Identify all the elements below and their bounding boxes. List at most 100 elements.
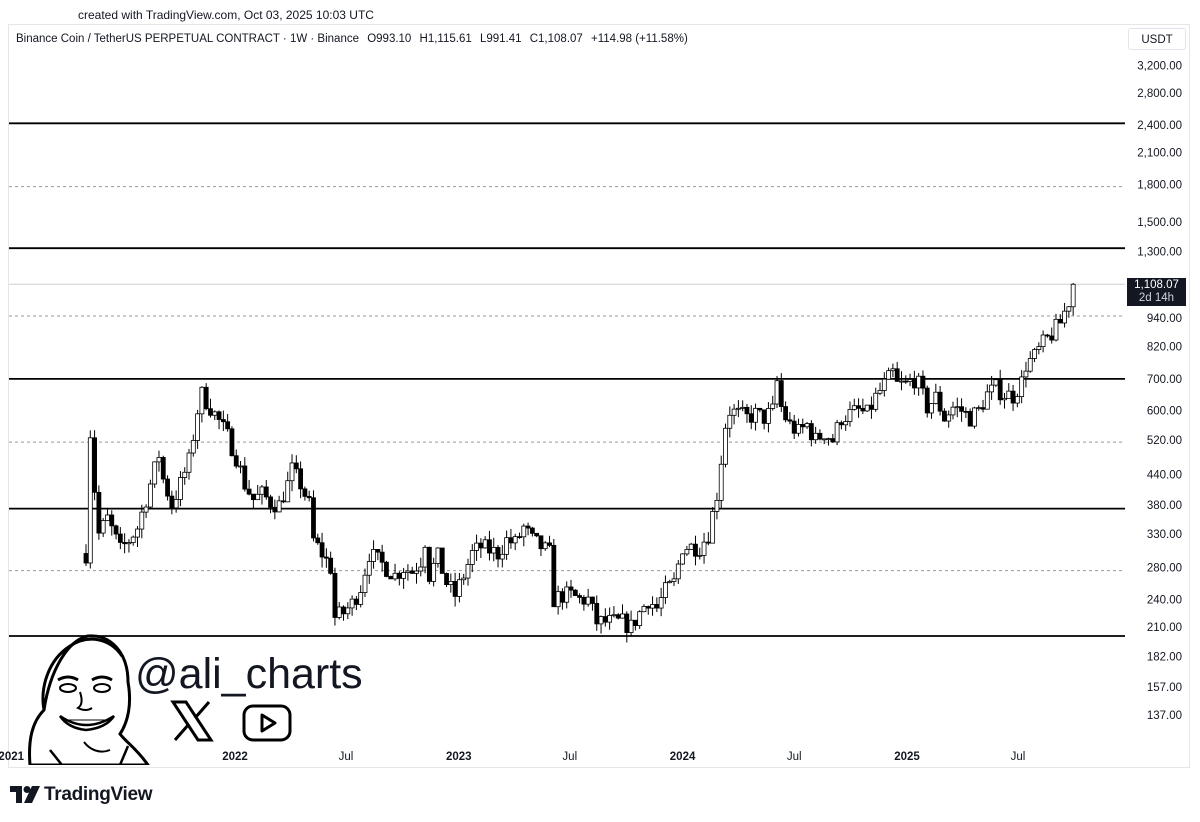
candle-up — [714, 499, 720, 512]
candle-down — [1057, 318, 1063, 324]
candle-down — [894, 368, 900, 382]
candle-up — [1002, 397, 1007, 401]
candle-up — [152, 461, 158, 485]
candle-up — [766, 408, 771, 424]
candle-down — [272, 506, 278, 513]
candle-down — [332, 572, 338, 618]
candle-down — [869, 404, 874, 410]
candle-up — [461, 577, 467, 581]
candle-up — [843, 421, 849, 426]
candle-up — [212, 411, 218, 416]
candle-down — [778, 380, 784, 407]
candle-up — [641, 606, 647, 613]
candle-up — [929, 403, 934, 414]
y-axis-tick-label: 330.00 — [1147, 529, 1182, 541]
candle-down — [937, 391, 943, 412]
candle-up — [186, 452, 192, 473]
candle-up — [984, 391, 990, 410]
candle-up — [482, 539, 488, 549]
candle-up — [954, 406, 960, 409]
currency-selector[interactable]: USDT — [1128, 28, 1186, 50]
candle-down — [487, 539, 492, 554]
candle-down — [375, 549, 381, 553]
y-axis-tick-label: 137.00 — [1147, 710, 1182, 722]
candle-down — [384, 561, 389, 577]
candle-down — [396, 572, 402, 579]
candle-up — [1062, 310, 1067, 324]
candle-down — [281, 500, 286, 503]
candle-up — [607, 615, 613, 623]
candle-down — [1045, 334, 1050, 337]
candle-down — [581, 596, 587, 605]
candle-down — [160, 457, 166, 480]
candle-up — [1036, 346, 1042, 350]
x-axis-tick-label: 2022 — [222, 751, 248, 763]
candle-up — [414, 570, 419, 574]
x-axis-tick-label: 2024 — [670, 751, 696, 763]
y-axis-tick-label: 700.00 — [1147, 374, 1182, 386]
y-axis-tick-label: 182.00 — [1147, 651, 1182, 663]
candle-down — [452, 580, 458, 597]
candle-up — [418, 566, 424, 572]
candle-up — [890, 368, 896, 372]
brand-name: TradingView — [44, 784, 153, 805]
candle-up — [873, 392, 879, 410]
candle-down — [319, 542, 325, 558]
y-axis-tick-label: 3,200.00 — [1137, 61, 1182, 73]
candle-up — [684, 549, 690, 555]
candle-up — [126, 542, 132, 545]
candle-down — [654, 604, 660, 609]
candle-up — [195, 413, 200, 441]
x-logo-icon[interactable] — [170, 700, 214, 742]
candle-up — [667, 581, 673, 584]
candle-down — [860, 407, 866, 412]
x-axis-tick-label: 2025 — [894, 751, 920, 763]
symbol-legend: Binance Coin / TetherUS PERPETUAL CONTRA… — [16, 33, 693, 45]
candle-up — [796, 424, 801, 434]
candle-up — [349, 598, 355, 609]
candle-down — [808, 423, 814, 441]
candle-down — [980, 407, 986, 410]
tradingview-brand[interactable]: TradingView — [10, 784, 153, 806]
y-axis-tick-label: 1,300.00 — [1137, 246, 1182, 258]
y-axis-tick-label: 1,500.00 — [1137, 217, 1182, 229]
x-axis-tick-label: 2021 — [0, 751, 25, 763]
candle-up — [950, 406, 956, 416]
candle-up — [740, 406, 746, 409]
candle-up — [259, 486, 265, 495]
candle-up — [100, 520, 106, 534]
x-axis-tick-label: 2023 — [446, 751, 472, 763]
candle-down — [268, 496, 273, 508]
candle-up — [431, 562, 437, 582]
candle-down — [444, 573, 449, 586]
youtube-play-icon[interactable] — [242, 704, 292, 742]
candle-up — [555, 591, 561, 608]
author-handle: @ali_charts — [135, 650, 363, 698]
candle-up — [469, 550, 475, 565]
candle-down — [791, 420, 797, 434]
candle-down — [924, 387, 930, 414]
candle-down — [246, 488, 252, 495]
candle-down — [560, 591, 565, 603]
candle-up — [190, 440, 196, 454]
candle-up — [753, 407, 758, 423]
candle-up — [864, 404, 870, 412]
candle-down — [220, 419, 226, 423]
candle-down — [911, 379, 917, 389]
candle-up — [598, 616, 604, 625]
candle-down — [83, 553, 89, 564]
candle-down — [315, 537, 321, 544]
symbol-name: Binance Coin / TetherUS PERPETUAL CONTRA… — [16, 33, 359, 45]
candle-up — [105, 514, 110, 521]
candle-up — [1019, 376, 1025, 398]
candle-up — [723, 427, 728, 465]
candle-down — [624, 613, 630, 633]
candle-down — [96, 491, 102, 534]
candle-up — [731, 408, 737, 416]
candle-down — [761, 409, 767, 424]
ohlc-close: C1,108.07 — [529, 33, 583, 45]
candle-down — [122, 541, 128, 545]
candle-up — [178, 477, 183, 500]
ohlc-change: +114.98 (+11.58%) — [591, 33, 688, 45]
